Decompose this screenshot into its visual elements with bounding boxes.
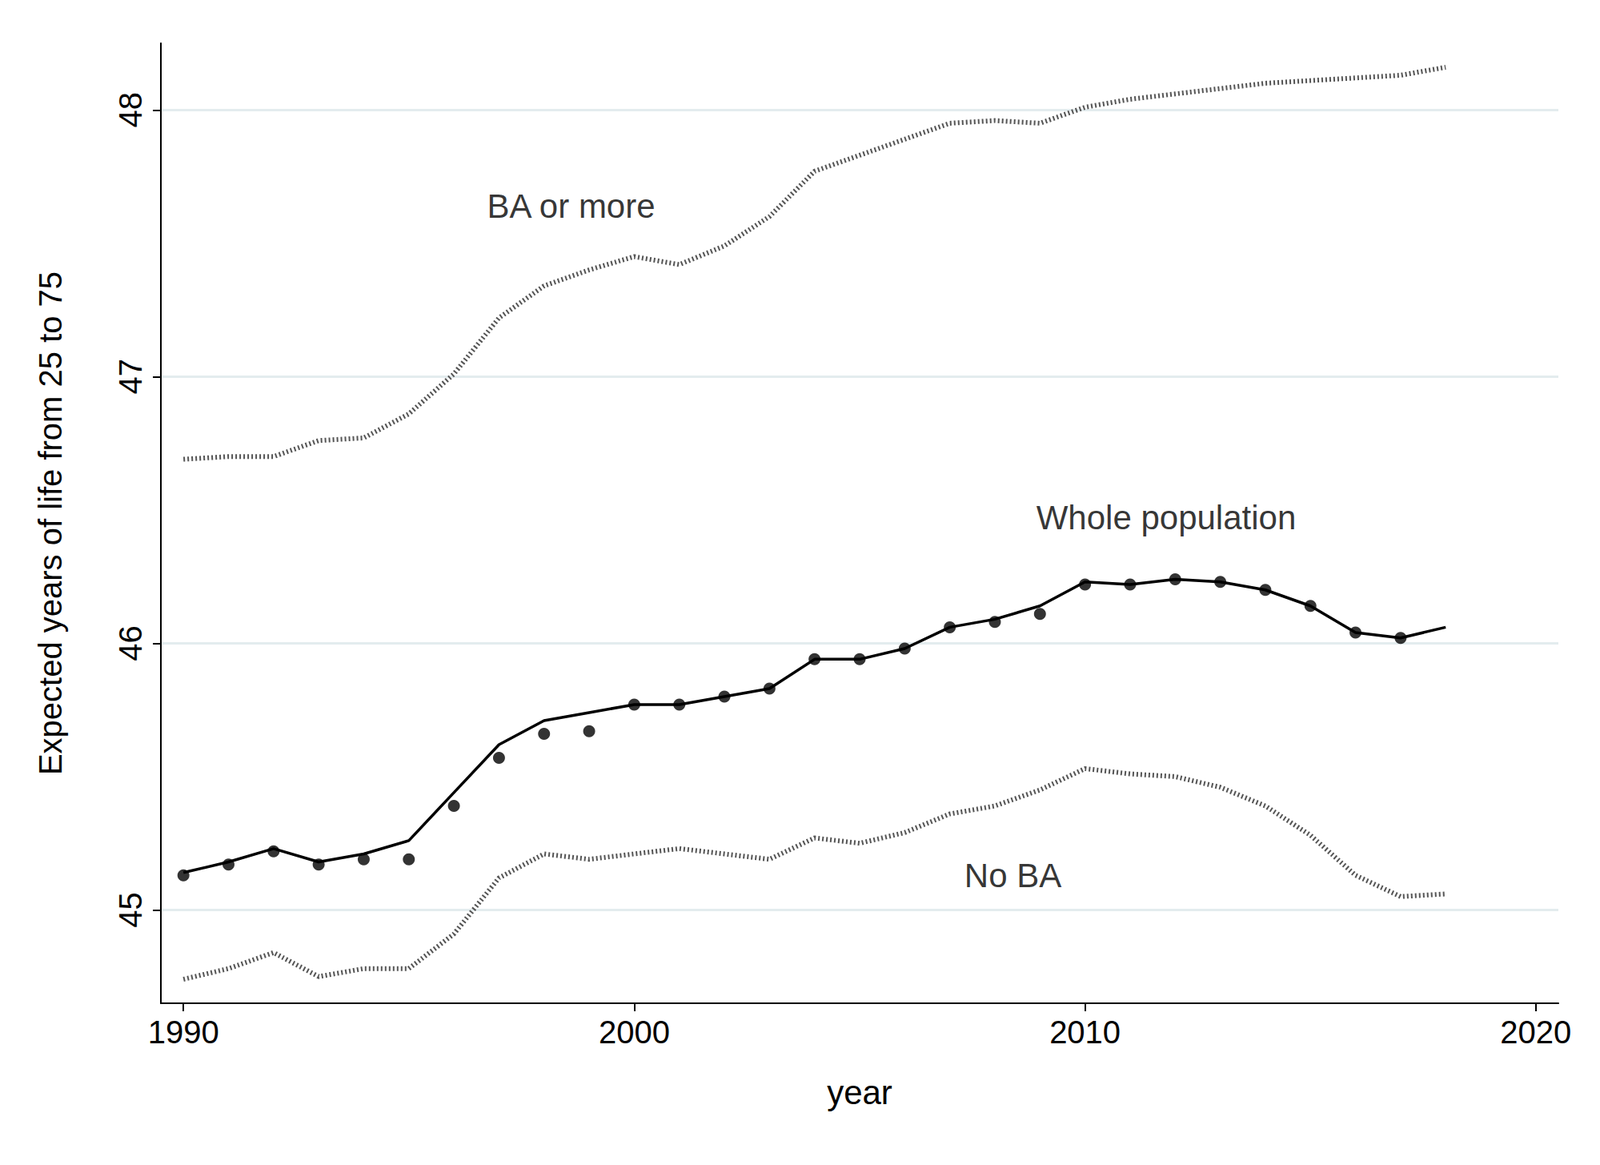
svg-text:45: 45: [112, 891, 149, 928]
svg-text:2010: 2010: [1049, 1014, 1121, 1050]
svg-text:Expected years of life from 25: Expected years of life from 25 to 75: [32, 271, 69, 775]
svg-text:46: 46: [112, 625, 149, 662]
svg-text:BA or more: BA or more: [486, 187, 655, 225]
svg-text:2020: 2020: [1499, 1014, 1572, 1050]
svg-text:2000: 2000: [598, 1014, 670, 1050]
svg-text:47: 47: [112, 358, 149, 395]
svg-text:1990: 1990: [148, 1014, 220, 1050]
svg-text:Whole population: Whole population: [1036, 498, 1297, 537]
svg-text:No BA: No BA: [964, 856, 1062, 895]
svg-text:year: year: [826, 1073, 893, 1111]
svg-text:48: 48: [112, 92, 149, 129]
